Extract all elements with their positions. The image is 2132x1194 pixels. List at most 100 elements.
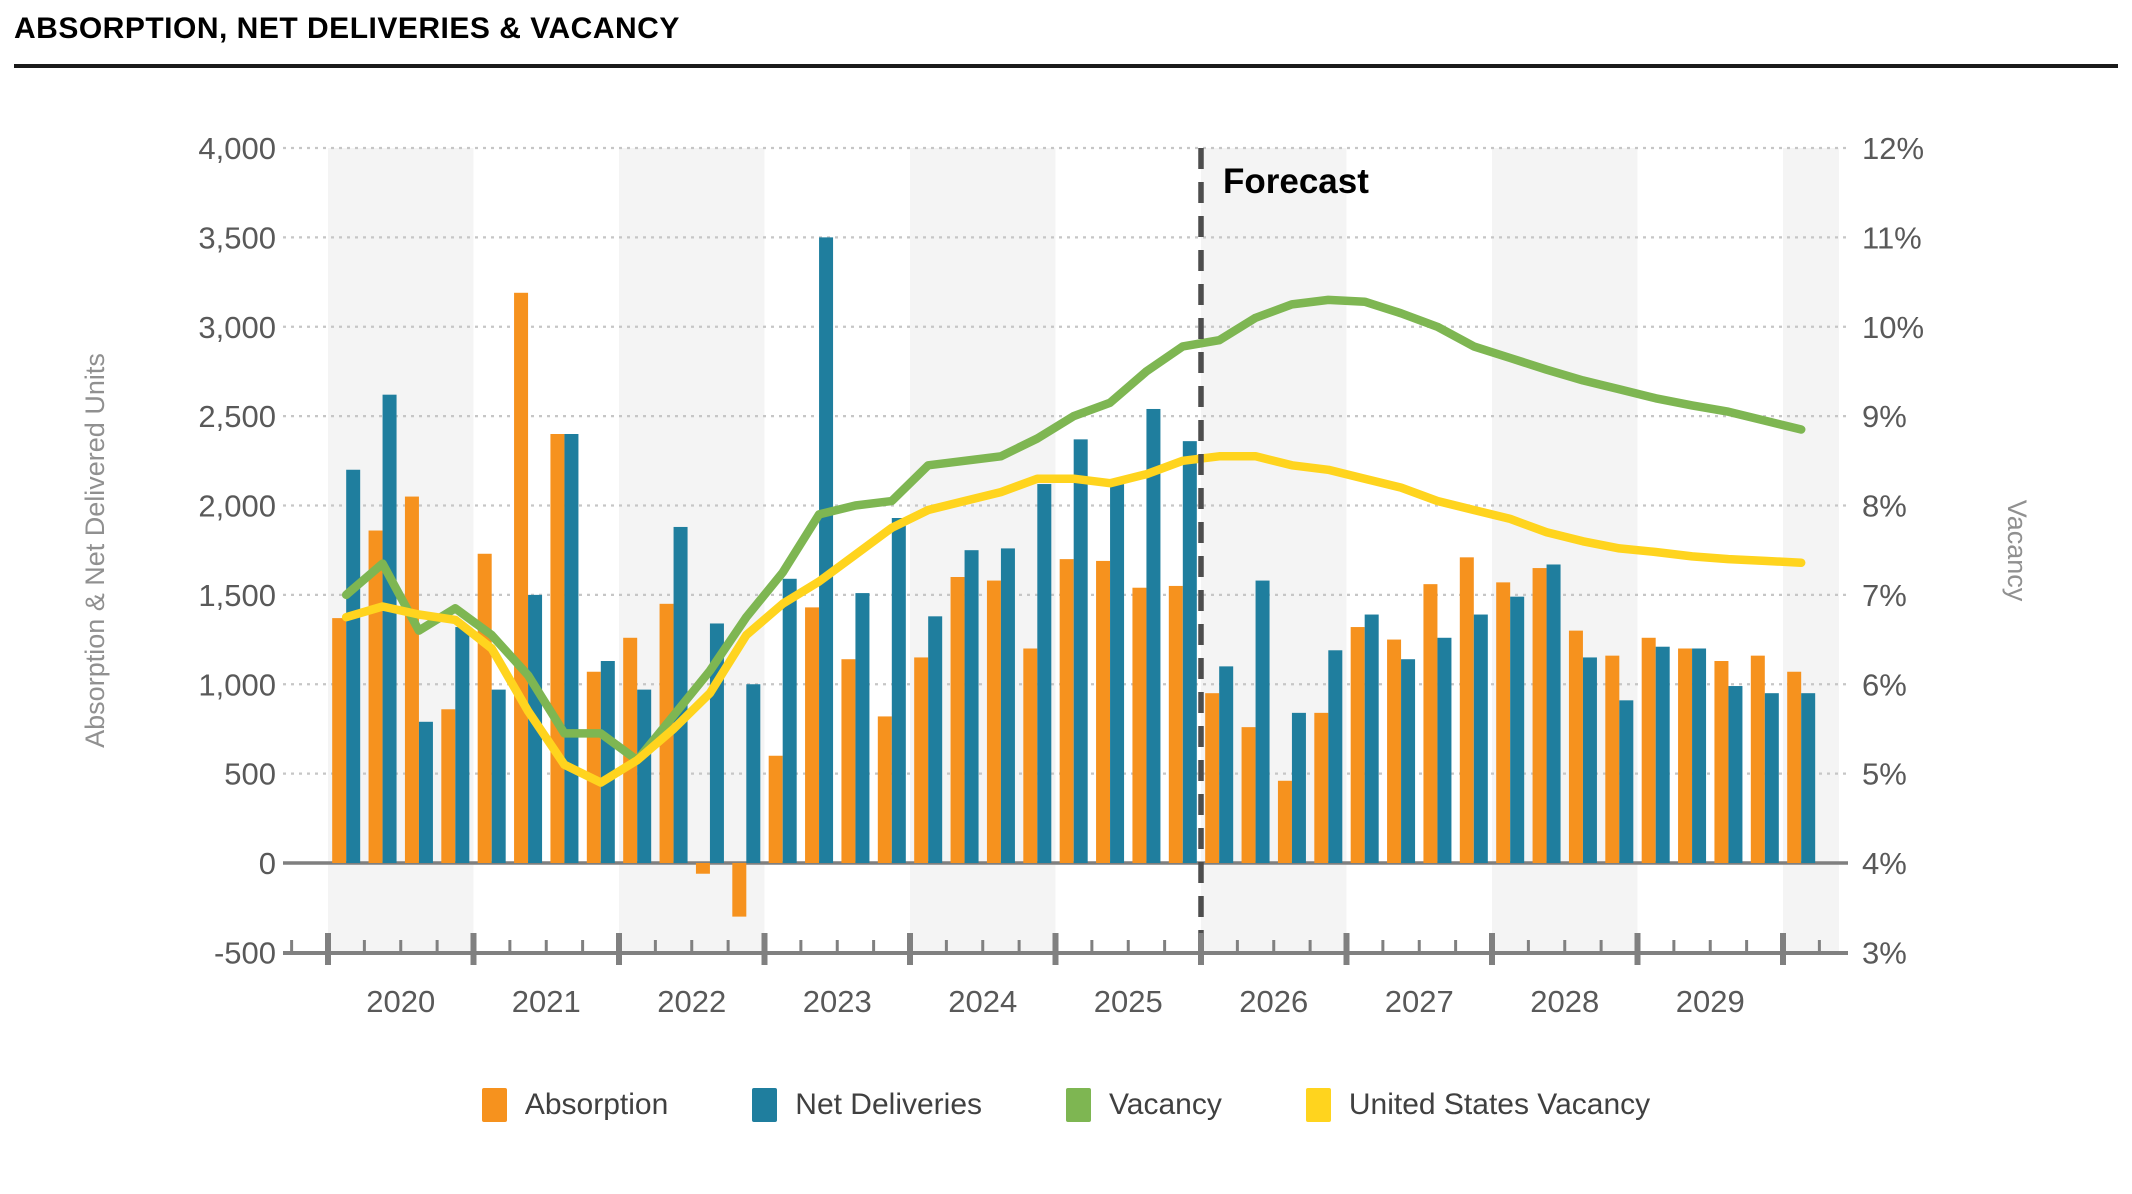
legend-label: Absorption [524,1088,669,1121]
absorption-bar[interactable] [1787,671,1802,863]
net-deliveries-bar[interactable] [1219,666,1234,863]
absorption-bar[interactable] [1168,585,1183,863]
absorption-bar[interactable] [441,709,456,863]
net-deliveries-bar[interactable] [1764,693,1779,863]
absorption-bar[interactable] [1059,559,1074,863]
absorption-bar[interactable] [1714,661,1729,863]
net-deliveries-bar[interactable] [673,526,688,863]
absorption-bar[interactable] [1314,712,1329,863]
absorption-bar[interactable] [877,716,892,863]
net-deliveries-bar[interactable] [455,627,470,863]
net-deliveries-bar[interactable] [1182,441,1197,863]
net-deliveries-bar[interactable] [928,616,943,863]
net-deliveries-bar[interactable] [1255,580,1270,863]
net-deliveries-bar[interactable] [1619,700,1634,863]
net-deliveries-bar[interactable] [1801,693,1816,863]
absorption-bar[interactable] [368,530,383,863]
net-deliveries-bar[interactable] [1000,548,1015,863]
absorption-bar[interactable] [1568,630,1583,863]
us-vacancy-line[interactable] [341,452,1806,787]
absorption-bar[interactable] [1205,693,1220,863]
net-deliveries-bar[interactable] [1291,712,1306,863]
absorption-bar[interactable] [914,657,929,863]
net-deliveries-bar[interactable] [1692,648,1707,864]
absorption-bar[interactable] [732,863,747,917]
absorption-bar[interactable] [950,577,965,863]
absorption-bar[interactable] [1459,557,1474,863]
absorption-bar[interactable] [695,863,710,874]
net-deliveries-bar[interactable] [382,394,397,863]
net-deliveries-bar[interactable] [1437,637,1452,863]
legend-label: Net Deliveries [795,1088,983,1121]
net-deliveries-bar[interactable] [1510,596,1525,863]
absorption-bar[interactable] [841,659,856,863]
net-deliveries-bar[interactable] [1473,614,1488,863]
legend-item-united-states-vacancy[interactable]: United States Vacancy [1305,1088,1650,1122]
absorption-bar[interactable] [1277,780,1292,863]
right-axis-tick-label: 4% [1862,846,1907,881]
legend-item-absorption[interactable]: Absorption [481,1088,669,1122]
net-deliveries-bar[interactable] [891,518,906,863]
net-deliveries-bar[interactable] [1728,686,1743,863]
right-axis-tick-label: 11% [1862,220,1922,255]
net-deliveries-bar[interactable] [746,684,761,863]
net-deliveries-bar[interactable] [346,469,361,863]
right-axis-tick-label: 5% [1862,757,1907,792]
net-deliveries-bar[interactable] [1037,484,1052,863]
absorption-bar[interactable] [805,607,820,863]
absorption-bar[interactable] [986,580,1001,863]
net-deliveries-bar[interactable] [819,237,834,863]
net-deliveries-bar[interactable] [782,578,797,863]
net-deliveries-bar[interactable] [1110,484,1125,863]
absorption-bar[interactable] [1387,639,1402,863]
vacancy-line[interactable] [341,295,1806,765]
absorption-bar[interactable] [1350,627,1365,863]
left-axis-tick-label: 2,000 [198,489,276,524]
net-deliveries-bar[interactable] [564,434,579,863]
absorption-bar[interactable] [768,755,783,863]
absorption-bar[interactable] [477,553,492,863]
net-deliveries-bar[interactable] [1546,564,1561,863]
right-axis-tick-label: 7% [1862,578,1907,613]
net-deliveries-bar[interactable] [1655,646,1670,863]
left-axis-tick-label: 2,500 [198,399,276,434]
legend-item-vacancy[interactable]: Vacancy [1066,1088,1222,1122]
absorption-bar[interactable] [1096,560,1111,863]
absorption-bar[interactable] [1496,582,1511,863]
right-axis-tick-label: 9% [1862,399,1907,434]
net-deliveries-bar[interactable] [1582,657,1597,863]
absorption-bar[interactable] [1641,637,1656,863]
net-deliveries-bar[interactable] [1401,659,1416,863]
absorption-bar[interactable] [550,434,565,863]
absorption-bar[interactable] [404,496,419,863]
title-divider [14,64,2118,68]
net-deliveries-bar[interactable] [1146,408,1161,863]
absorption-bar[interactable] [1678,648,1693,864]
legend-item-net-deliveries[interactable]: Net Deliveries [752,1088,982,1122]
left-axis-tick-label: 3,500 [198,220,276,255]
absorption-bar[interactable] [514,292,529,864]
net-deliveries-bar[interactable] [855,593,870,863]
absorption-bar[interactable] [586,671,601,863]
absorption-bar[interactable] [1605,655,1620,863]
net-deliveries-bar[interactable] [491,689,506,863]
net-deliveries-bar[interactable] [964,550,979,863]
net-deliveries-bar[interactable] [1328,650,1343,863]
absorption-bar[interactable] [1132,587,1147,863]
absorption-bar[interactable] [1241,727,1256,863]
absorption-bar[interactable] [1750,655,1765,863]
net-deliveries-bar[interactable] [600,661,615,863]
absorption-bar[interactable] [1423,584,1438,863]
left-axis-title: Absorption & Net Delivered Units [80,353,110,748]
x-axis-year-label: 2021 [512,984,581,1019]
right-axis-tick-label: 10% [1862,310,1924,345]
absorption-bar[interactable] [332,618,347,863]
right-axis-title: Vacancy [2002,500,2032,602]
net-deliveries-bar[interactable] [1364,614,1379,863]
absorption-bar[interactable] [1532,568,1547,863]
net-deliveries-bar[interactable] [1073,439,1088,863]
net-deliveries-bar[interactable] [637,689,652,863]
absorption-bar[interactable] [1023,648,1038,864]
net-deliveries-bar[interactable] [418,721,433,863]
